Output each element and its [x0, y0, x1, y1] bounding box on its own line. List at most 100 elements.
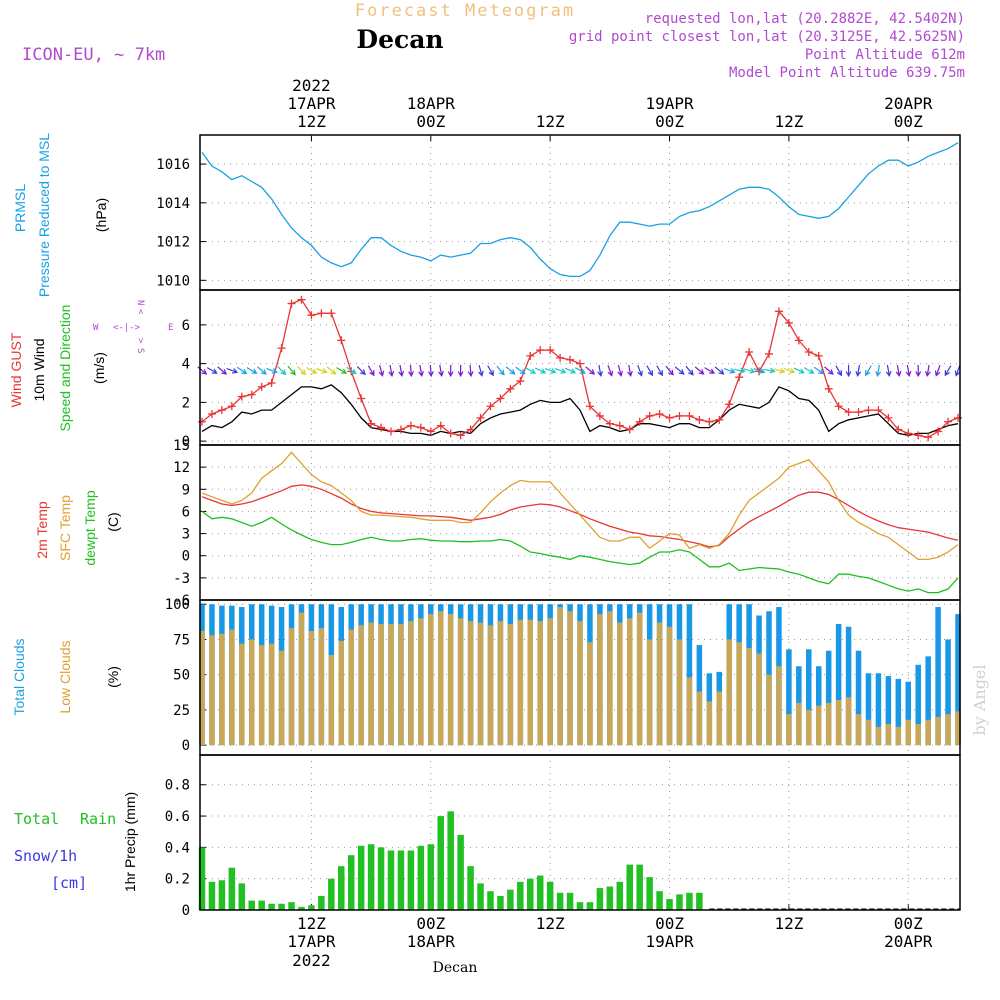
wind-gust-marker	[585, 402, 594, 411]
precip-label-rain: Rain	[80, 810, 116, 828]
pressure-frame	[199, 134, 961, 291]
low-cloud-bar	[716, 691, 723, 746]
wind-direction-arrow	[408, 364, 414, 378]
total-cloud-bar	[875, 673, 882, 746]
low-cloud-bar	[646, 639, 653, 746]
wind-direction-arrow	[954, 365, 961, 377]
wind-direction-arrow	[367, 365, 375, 377]
wind-gust-marker	[814, 351, 823, 360]
rain-bar	[258, 900, 265, 910]
pressure-ytick-label: 1016	[156, 157, 190, 173]
temp-label-2m: 2m Temp	[34, 501, 50, 559]
wind-gust-marker	[207, 410, 216, 418]
cloud-label-total: Total Clouds	[11, 638, 27, 715]
wind-direction-arrow	[824, 366, 834, 375]
wind-gust-marker	[486, 402, 495, 411]
precip-ytick-label: 0.4	[165, 840, 190, 856]
wind-label-10m: 10m Wind	[31, 338, 47, 401]
rain-bar	[576, 902, 584, 910]
rain-bar	[626, 864, 633, 910]
wind-direction-arrow	[226, 367, 239, 374]
wind-gust-marker	[267, 379, 276, 387]
low-cloud-bar	[786, 714, 792, 746]
wind-direction-arrow	[813, 366, 825, 375]
wind-direction-arrow	[427, 364, 434, 378]
rain-bar	[616, 881, 624, 910]
rain-bar	[328, 878, 335, 910]
rain-bar	[497, 895, 504, 910]
wind-gust-marker	[784, 318, 793, 327]
cloud-unit: (%)	[105, 666, 121, 688]
cloud-labels: Total Clouds Low Clouds (%)	[11, 638, 121, 715]
rain-bar	[417, 845, 425, 910]
total-cloud-bar	[786, 649, 792, 746]
total-cloud-bar	[806, 649, 812, 746]
wind-direction-arrow	[266, 367, 278, 374]
wind-gust-marker	[934, 427, 943, 436]
low-cloud-bar	[835, 700, 842, 746]
low-cloud-bar	[258, 645, 265, 746]
low-cloud-bar	[676, 639, 683, 746]
pressure-label-prmsl: PRMSL	[12, 184, 28, 232]
wind-direction-arrow	[505, 366, 516, 375]
wind-gust-marker	[357, 394, 366, 403]
wind-gust-marker	[396, 425, 405, 434]
rain-bar	[427, 844, 435, 910]
total-cloud-bar	[686, 604, 693, 746]
wind-gust-marker	[387, 427, 395, 436]
low-cloud-bar	[527, 619, 534, 746]
low-cloud-bar	[288, 628, 295, 746]
low-cloud-bar	[487, 625, 494, 746]
wind-direction-arrow	[704, 367, 716, 374]
wind-gust-marker	[237, 392, 246, 401]
low-cloud-bar	[378, 623, 384, 746]
low-cloud-bar	[905, 719, 912, 746]
wind-gust-marker	[854, 408, 863, 417]
wind-gust-marker	[914, 431, 923, 440]
low-cloud-bar	[736, 642, 742, 746]
low-cloud-bar	[318, 628, 325, 746]
rain-bar	[596, 888, 604, 910]
wind-gust-marker	[595, 411, 604, 420]
low-cloud-bar	[229, 629, 235, 746]
wind-direction-arrow	[607, 365, 614, 377]
temperature-panel: -6 -3 0 3 6 9 12 15	[173, 438, 961, 609]
wind-direction-arrow	[297, 366, 307, 376]
rain-bar	[218, 880, 226, 910]
clouds-panel: 0 25 50 75 100	[165, 597, 961, 756]
low-cloud-bar	[308, 631, 315, 746]
low-cloud-bar	[875, 726, 882, 746]
low-cloud-bar	[437, 611, 444, 746]
wind-direction-arrow	[597, 364, 604, 378]
wind-gust-marker	[625, 425, 634, 434]
wind-gust-marker	[794, 336, 803, 345]
precip-label-cm: [cm]	[51, 874, 87, 892]
compass-north: N	[135, 300, 145, 305]
temp-label-sfc: SFC Temp	[57, 495, 73, 561]
total-cloud-bar	[935, 607, 941, 746]
wind-gust-marker	[347, 367, 356, 376]
rain-bar	[407, 850, 415, 910]
bottom-tick-label: 00Z	[655, 914, 684, 933]
total-cloud-bar	[915, 664, 921, 746]
low-cloud-bar	[935, 716, 941, 746]
precip-label-total: Total	[14, 810, 59, 828]
low-cloud-bar	[477, 622, 484, 746]
wind-gust-marker	[516, 377, 525, 386]
top-tick-label: 12Z	[297, 112, 326, 131]
wind-gust-marker	[745, 348, 754, 356]
bottom-tick-label: 18APR	[407, 932, 456, 951]
precip-unit: 1hr Precip (mm)	[122, 792, 138, 892]
info-grid-point: grid point closest lon,lat (20.3125E, 42…	[569, 29, 965, 45]
compass-west: W	[93, 323, 99, 333]
wind-direction-arrow	[925, 364, 931, 378]
wind-direction-arrow	[315, 367, 328, 374]
wind-ytick-label: 0	[182, 434, 190, 450]
low-cloud-bar	[328, 654, 335, 746]
wind-direction-arrow	[685, 365, 694, 376]
wind-direction-arrow	[574, 367, 586, 374]
wind-direction-arrow	[336, 367, 348, 374]
wind-gust-marker	[297, 295, 306, 304]
wind-gust-marker	[247, 390, 256, 399]
rain-bar	[507, 889, 514, 910]
